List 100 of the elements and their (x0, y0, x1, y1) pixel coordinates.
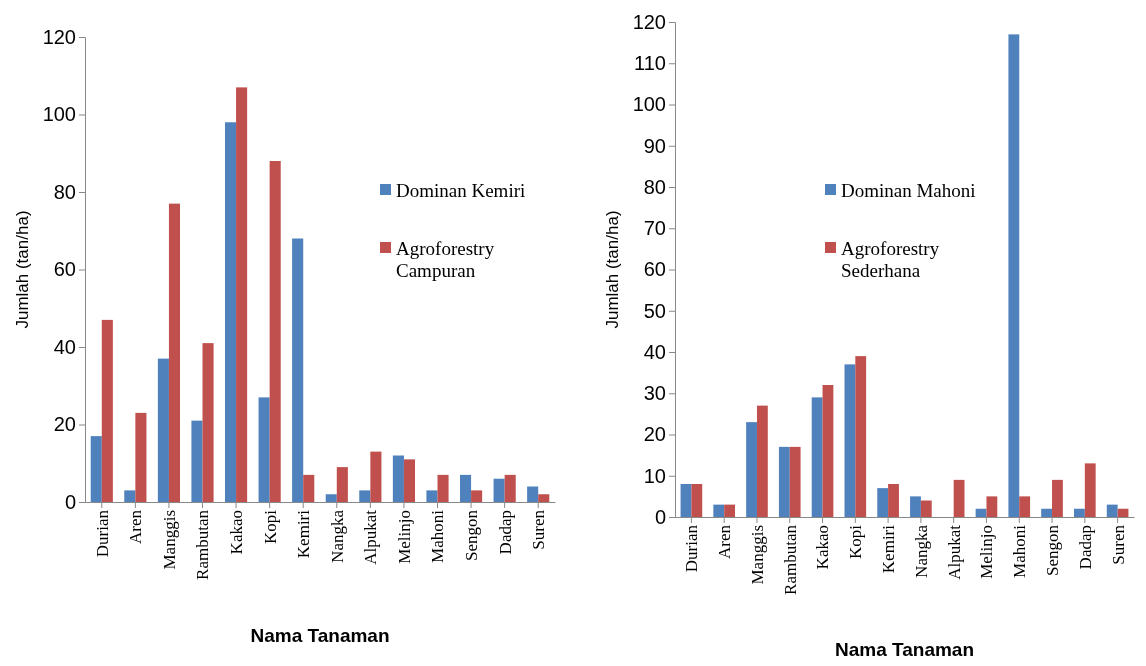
x-tick-label: Mahoni (428, 509, 448, 563)
x-tick-label: Kakao (813, 525, 833, 570)
bar (471, 490, 483, 502)
bar (493, 478, 505, 502)
bar (1041, 508, 1053, 517)
y-tick-label: 60 (53, 258, 76, 281)
x-tick-label: Dadap (495, 510, 515, 555)
bar (236, 87, 248, 502)
x-tick-label: Sengon (1042, 524, 1062, 576)
bar (202, 343, 214, 502)
x-tick-label: Aren (715, 524, 735, 559)
x-tick-label: Melinjo (394, 510, 414, 564)
bar (855, 356, 867, 517)
bar (325, 494, 337, 502)
bar (101, 319, 113, 502)
y-tick-label: 40 (53, 335, 76, 358)
y-tick-label: 40 (643, 340, 666, 363)
bar (504, 474, 516, 502)
x-tick-label: Durian (682, 524, 702, 573)
y-tick-label: 120 (632, 10, 666, 33)
x-tick-label: Melinjo (977, 525, 997, 579)
bar (359, 490, 371, 502)
x-tick-label: Kopi (260, 509, 280, 544)
bar (888, 484, 899, 517)
bar (1052, 479, 1063, 517)
y-axis-title: Jumlah (tan/ha) (12, 210, 32, 329)
x-tick-label: Aren (126, 509, 146, 544)
bar (224, 122, 237, 502)
y-tick-label: 80 (643, 175, 666, 198)
bar (303, 474, 315, 502)
x-axis-title: Nama Tanaman (250, 625, 390, 646)
bar (1008, 34, 1020, 517)
y-tick-label: 30 (643, 382, 666, 405)
bar (1117, 508, 1129, 517)
bar (789, 446, 801, 517)
y-tick-label: 60 (643, 258, 666, 281)
bar (538, 494, 550, 502)
y-tick-label: 20 (53, 413, 76, 436)
bar (1106, 504, 1118, 517)
x-tick-label: Kopi (846, 524, 866, 559)
bar (168, 203, 181, 502)
bar (778, 446, 790, 517)
bar (975, 508, 987, 517)
bar (135, 412, 147, 502)
x-tick-label: Nangka (911, 524, 931, 578)
bar (822, 385, 834, 517)
bar (1084, 463, 1096, 517)
bar (370, 451, 382, 502)
bar (157, 358, 169, 502)
y-tick-label: 0 (64, 490, 76, 513)
x-tick-label: Kemiri (879, 524, 899, 574)
bar (844, 364, 856, 517)
y-tick-label: 0 (654, 505, 666, 528)
bar (986, 496, 998, 517)
bar (292, 238, 304, 502)
x-tick-label: Kemiri (294, 509, 314, 559)
x-tick-label: Durian (92, 509, 112, 558)
x-tick-label: Sengon (462, 509, 482, 561)
bar (459, 474, 472, 502)
x-tick-label: Rambutan (780, 524, 800, 595)
x-tick-label: Manggis (747, 525, 767, 585)
bar (336, 467, 348, 502)
bar (426, 490, 438, 502)
bar (1019, 496, 1031, 517)
bar (124, 490, 136, 502)
y-tick-label: 100 (42, 103, 76, 126)
bar (877, 488, 889, 517)
x-tick-label: Suren (529, 509, 549, 550)
legend-label: Dominan Kemiri (396, 179, 526, 201)
y-tick-label: 10 (643, 464, 666, 487)
bar (713, 504, 725, 517)
y-axis-title: Jumlah (tan/ha) (602, 210, 622, 329)
x-tick-label: Kakao (227, 510, 247, 555)
bar (437, 474, 449, 502)
bar (811, 397, 823, 517)
bar (269, 161, 281, 502)
bar (680, 484, 692, 517)
y-tick-label: 80 (53, 180, 76, 203)
x-tick-label: Mahoni (1010, 524, 1030, 578)
legend-label: Dominan Mahoni (841, 179, 976, 201)
bar (691, 484, 703, 517)
bar (953, 479, 965, 517)
x-tick-label: Alpukat (944, 524, 964, 580)
bar (724, 504, 735, 517)
x-tick-label: Manggis (159, 510, 179, 570)
bar (258, 397, 270, 502)
y-tick-label: 110 (634, 52, 666, 75)
bar (403, 459, 416, 502)
x-tick-label: Rambutan (193, 509, 213, 580)
legend-label: Agroforestry Sederhana (841, 237, 940, 282)
bar (527, 486, 539, 502)
bar (746, 422, 757, 517)
x-tick-label: Dadap (1075, 525, 1095, 570)
x-tick-label: Nangka (327, 509, 347, 563)
bar (1074, 508, 1085, 517)
y-tick-label: 50 (643, 299, 666, 322)
bar (392, 455, 404, 502)
y-tick-label: 120 (42, 25, 76, 48)
y-tick-label: 100 (632, 93, 666, 116)
x-axis-title: Nama Tanaman (834, 639, 975, 660)
